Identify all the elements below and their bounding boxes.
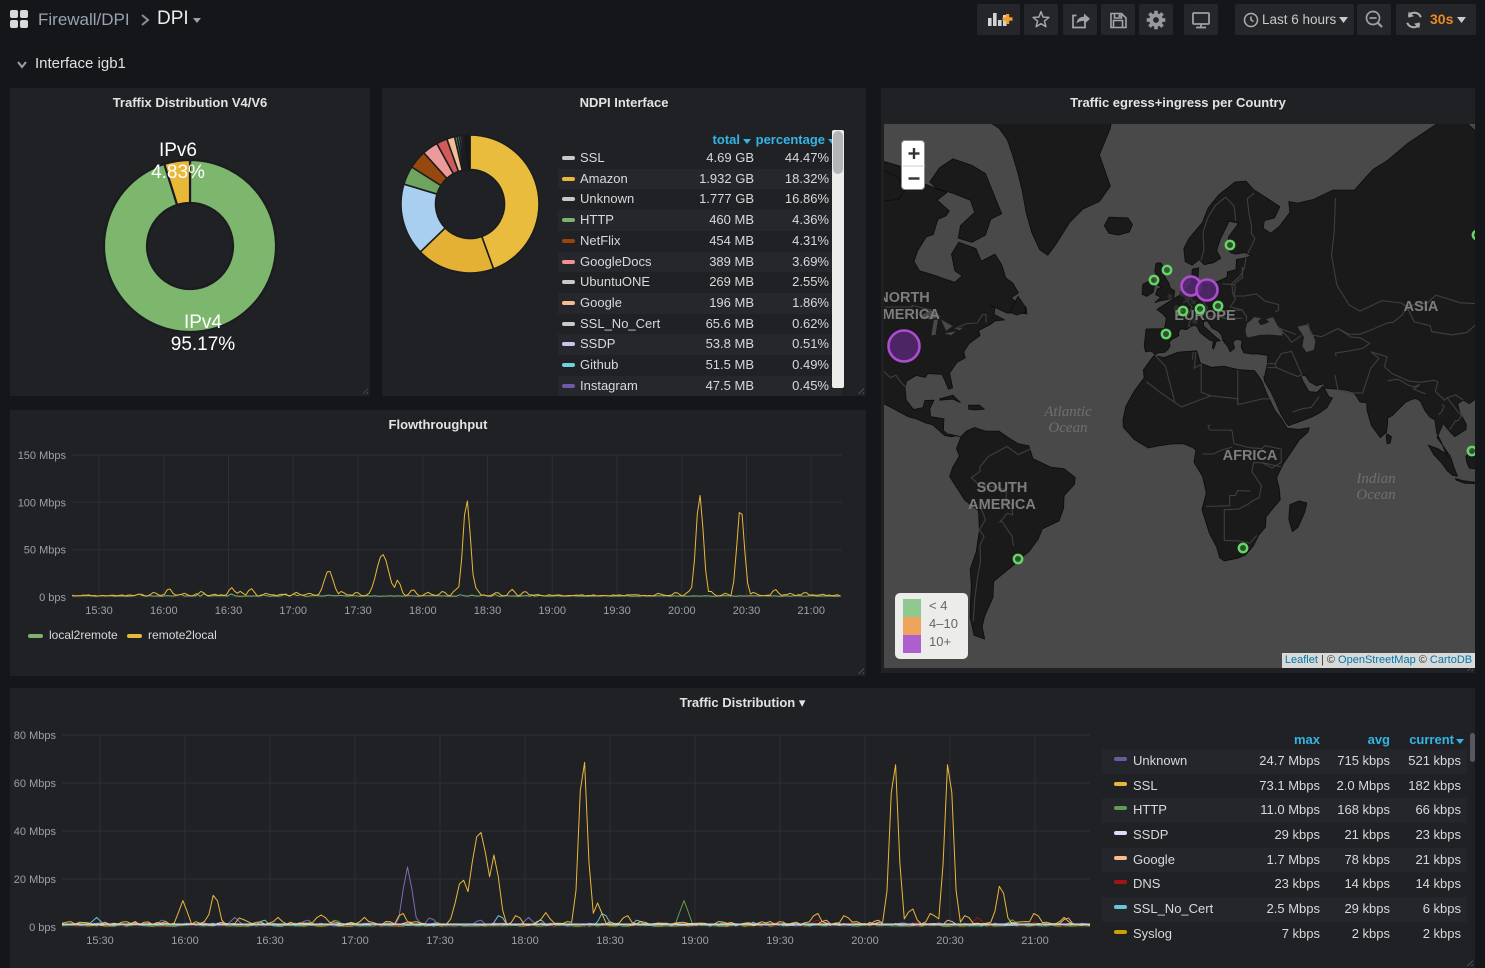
svg-text:19:30: 19:30 xyxy=(603,605,631,617)
svg-text:16:30: 16:30 xyxy=(256,935,284,947)
svg-text:AFRICA: AFRICA xyxy=(1223,448,1278,464)
svg-text:17:00: 17:00 xyxy=(279,605,307,617)
svg-text:20:30: 20:30 xyxy=(936,935,964,947)
svg-text:21:00: 21:00 xyxy=(1021,935,1049,947)
svg-text:150 Mbps: 150 Mbps xyxy=(18,450,67,462)
svg-text:AMERICA: AMERICA xyxy=(884,307,940,323)
svg-text:19:00: 19:00 xyxy=(538,605,566,617)
svg-text:60 Mbps: 60 Mbps xyxy=(14,778,57,790)
svg-text:19:00: 19:00 xyxy=(681,935,709,947)
svg-text:20:00: 20:00 xyxy=(851,935,879,947)
svg-text:15:30: 15:30 xyxy=(86,935,114,947)
svg-text:100 Mbps: 100 Mbps xyxy=(18,497,67,509)
svg-text:SOUTH: SOUTH xyxy=(977,480,1028,496)
svg-text:ASIA: ASIA xyxy=(1404,299,1439,315)
svg-text:17:30: 17:30 xyxy=(344,605,372,617)
svg-text:Ocean: Ocean xyxy=(1356,487,1395,503)
svg-text:50 Mbps: 50 Mbps xyxy=(24,545,67,557)
svg-text:EUROPE: EUROPE xyxy=(1174,308,1236,324)
svg-text:16:30: 16:30 xyxy=(215,605,243,617)
svg-text:0 bps: 0 bps xyxy=(29,922,56,934)
svg-text:80 Mbps: 80 Mbps xyxy=(14,730,57,742)
svg-text:18:00: 18:00 xyxy=(511,935,539,947)
svg-text:Indian: Indian xyxy=(1355,471,1395,487)
svg-text:15:30: 15:30 xyxy=(85,605,113,617)
svg-text:AMERICA: AMERICA xyxy=(968,497,1036,513)
svg-text:16:00: 16:00 xyxy=(171,935,199,947)
svg-text:20:30: 20:30 xyxy=(733,605,761,617)
svg-text:18:00: 18:00 xyxy=(409,605,437,617)
svg-text:Atlantic: Atlantic xyxy=(1043,404,1092,420)
svg-text:21:00: 21:00 xyxy=(797,605,825,617)
svg-text:18:30: 18:30 xyxy=(474,605,502,617)
svg-text:40 Mbps: 40 Mbps xyxy=(14,826,57,838)
svg-text:20:00: 20:00 xyxy=(668,605,696,617)
svg-text:17:00: 17:00 xyxy=(341,935,369,947)
svg-text:16:00: 16:00 xyxy=(150,605,178,617)
svg-text:NORTH: NORTH xyxy=(884,290,930,306)
svg-text:20 Mbps: 20 Mbps xyxy=(14,874,57,886)
svg-text:18:30: 18:30 xyxy=(596,935,624,947)
svg-text:Ocean: Ocean xyxy=(1048,420,1087,436)
svg-text:19:30: 19:30 xyxy=(766,935,794,947)
svg-text:17:30: 17:30 xyxy=(426,935,454,947)
svg-text:0 bps: 0 bps xyxy=(39,592,66,604)
